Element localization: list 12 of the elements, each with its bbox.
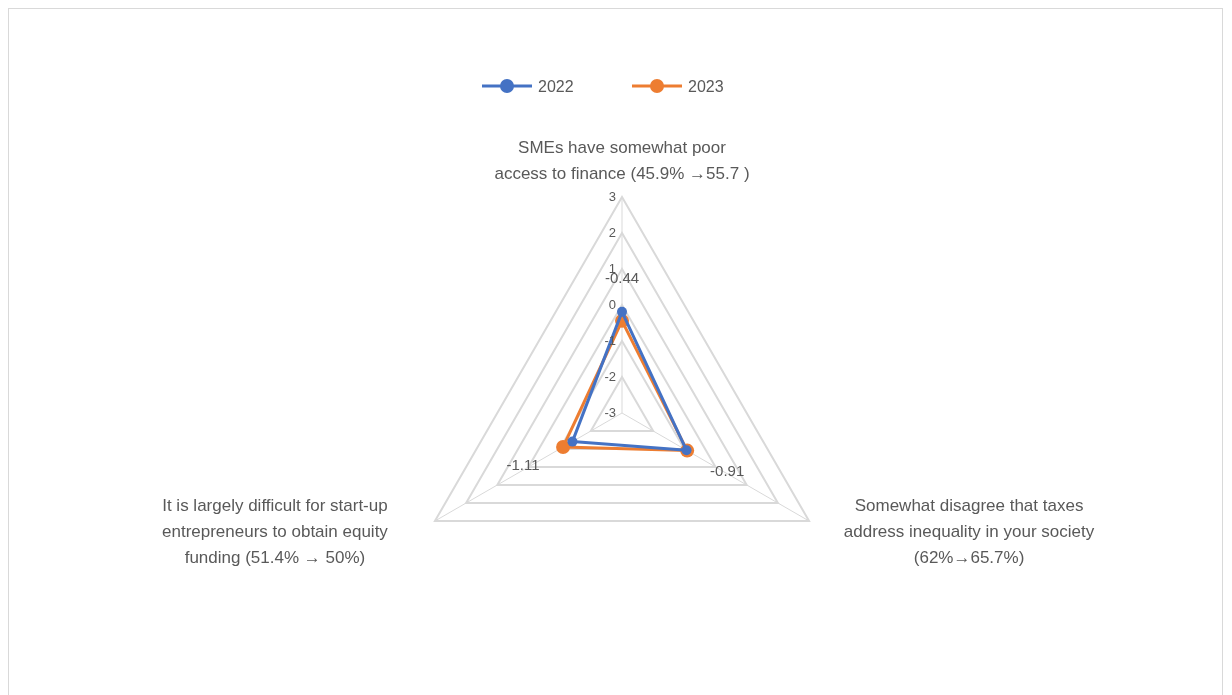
legend-label: 2023 xyxy=(688,78,724,95)
y-tick-label: 0 xyxy=(608,297,616,312)
data-label: -1.11 xyxy=(506,456,540,474)
spoke-label: Somewhat disagree that taxes address inequality in your society (62%→65.7%) xyxy=(843,496,1095,567)
y-tick-label: 3 xyxy=(608,189,616,204)
spoke-label: SMEs have somewhat poor access to finance (45.9% →55.7 ) xyxy=(494,138,750,183)
y-tick-label: -3 xyxy=(604,405,616,420)
legend-label: 2022 xyxy=(538,78,574,95)
y-tick-label: 2 xyxy=(608,225,616,240)
data-label: -0.91 xyxy=(710,461,745,479)
y-tick-label: -2 xyxy=(604,369,616,384)
spoke-label: It is largely difficult for start-up entrepreneurs to obtain equity funding (51.4% → 50%) xyxy=(162,496,389,567)
